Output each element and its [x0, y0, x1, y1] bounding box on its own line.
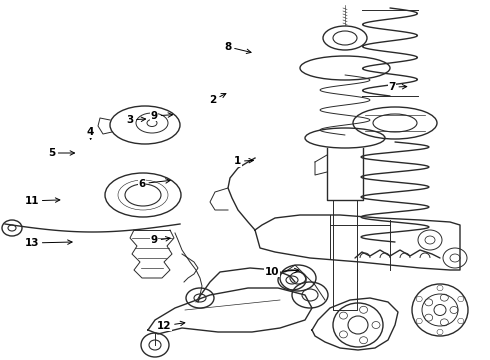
Text: 10: 10 — [265, 267, 299, 277]
Text: 11: 11 — [24, 196, 60, 206]
Text: 6: 6 — [139, 179, 170, 189]
Text: 2: 2 — [210, 94, 226, 105]
Text: 1: 1 — [234, 156, 253, 166]
Text: 9: 9 — [151, 235, 170, 246]
Text: 12: 12 — [157, 321, 185, 331]
Text: 8: 8 — [224, 42, 251, 54]
Text: 9: 9 — [151, 111, 172, 121]
Text: 13: 13 — [24, 238, 72, 248]
Text: 3: 3 — [126, 115, 146, 125]
Text: 5: 5 — [48, 148, 74, 158]
Text: 4: 4 — [87, 127, 95, 139]
Text: 7: 7 — [388, 82, 407, 92]
